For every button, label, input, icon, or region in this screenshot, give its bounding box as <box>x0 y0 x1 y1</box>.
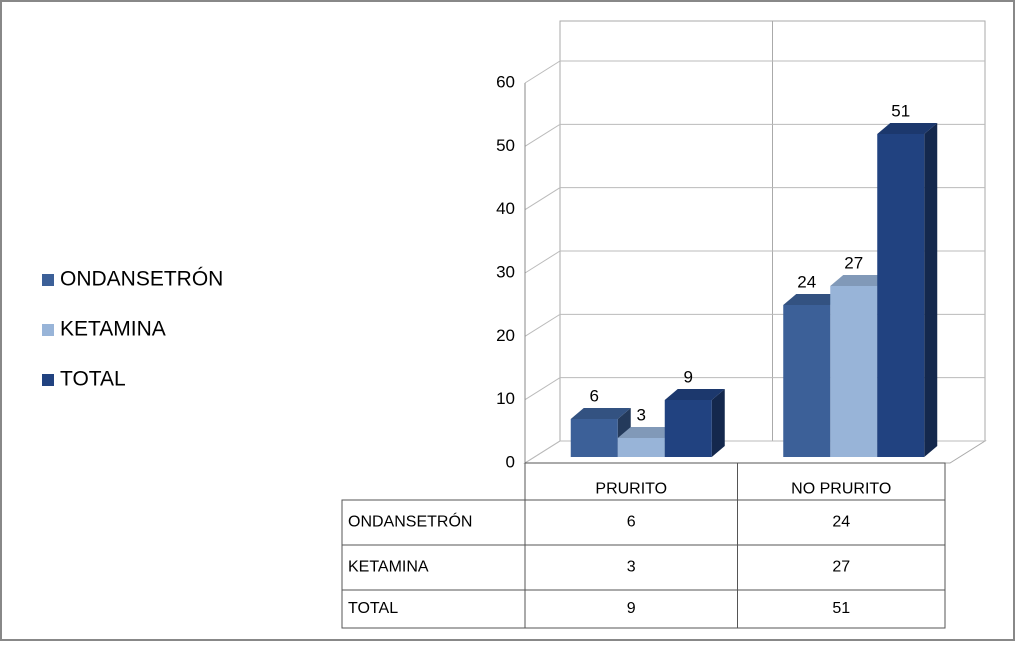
bar-top <box>664 389 725 400</box>
table-header: PRURITO <box>595 481 667 498</box>
value-label: 6 <box>590 386 599 405</box>
bar-side <box>711 389 725 457</box>
legend-label: TOTAL <box>60 368 126 391</box>
y-tick-label: 60 <box>496 72 515 91</box>
grid-line <box>524 250 985 274</box>
value-label: 9 <box>684 367 693 386</box>
table-cell: 51 <box>832 600 850 617</box>
y-tick-label: 30 <box>496 262 515 281</box>
bar-top <box>830 275 891 286</box>
bar-top <box>877 123 938 134</box>
table-row-label: ONDANSETRÓN <box>348 512 472 531</box>
table-row-label: KETAMINA <box>348 559 429 576</box>
value-label: 51 <box>891 101 910 120</box>
table-cell: 6 <box>627 514 636 531</box>
y-tick-label: 10 <box>496 389 515 408</box>
y-tick-label: 40 <box>496 199 515 218</box>
y-tick-label: 0 <box>506 452 515 471</box>
legend-label: ONDANSETRÓN <box>60 268 223 291</box>
table-header: NO PRURITO <box>791 481 891 498</box>
table-cell: 9 <box>627 600 636 617</box>
legend-swatch <box>42 324 54 336</box>
value-label: 3 <box>637 405 646 424</box>
bar <box>783 305 831 457</box>
grid-line <box>524 123 985 147</box>
bar-top <box>783 294 844 305</box>
bar-top <box>570 408 631 419</box>
legend-label: KETAMINA <box>60 318 166 341</box>
y-tick-label: 50 <box>496 136 515 155</box>
table-row-label: TOTAL <box>348 600 398 617</box>
value-label: 24 <box>797 272 816 291</box>
grid-line <box>524 187 985 211</box>
bar <box>570 419 618 457</box>
grid-line <box>524 60 985 84</box>
bar-side <box>924 123 938 457</box>
table-cell: 3 <box>627 559 636 576</box>
legend-swatch <box>42 274 54 286</box>
bar <box>877 134 925 457</box>
y-tick-label: 20 <box>496 326 515 345</box>
bar <box>830 286 878 457</box>
bar-top <box>617 427 678 438</box>
bar <box>617 438 665 457</box>
bar <box>664 400 712 457</box>
legend-swatch <box>42 374 54 386</box>
value-label: 27 <box>844 253 863 272</box>
table-cell: 24 <box>832 514 850 531</box>
table-cell: 27 <box>832 559 850 576</box>
